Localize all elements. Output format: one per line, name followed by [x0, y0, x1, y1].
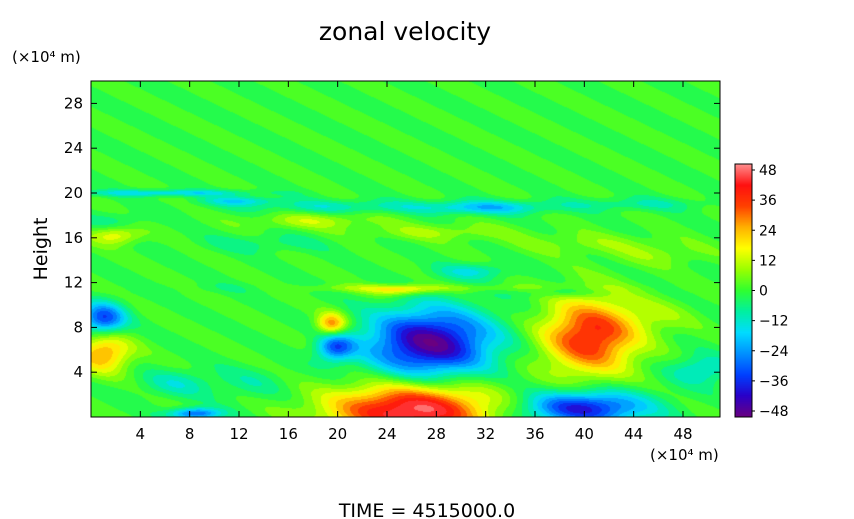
x-tick-label: 36 — [525, 425, 544, 443]
y-tick-label: 16 — [64, 229, 83, 247]
colorbar-gradient — [735, 164, 752, 417]
x-tick-label: 32 — [476, 425, 495, 443]
colorbar-tick-label: −24 — [759, 344, 789, 360]
y-unit-label: (×10⁴ m) — [12, 48, 81, 66]
plot-frame — [90, 80, 721, 418]
y-tick-label: 20 — [64, 184, 83, 202]
x-unit-label: (×10⁴ m) — [650, 446, 719, 464]
plot-area — [90, 80, 721, 418]
colorbar-tick-label: −12 — [759, 314, 789, 330]
heatmap-field — [91, 81, 720, 417]
colorbar-tick-label: −48 — [759, 404, 789, 420]
y-tick-label: 28 — [64, 94, 83, 112]
time-label: TIME = 4515000.0 — [338, 500, 515, 519]
x-tick-label: 4 — [136, 425, 146, 443]
x-tick-label: 16 — [279, 425, 298, 443]
x-tick-label: 12 — [229, 425, 248, 443]
colorbar-tick-label: −36 — [759, 374, 789, 390]
y-tick-label: 8 — [73, 318, 83, 336]
y-axis: 4 8 12 16 20 24 28 — [64, 94, 720, 381]
x-tick-label: 40 — [575, 425, 594, 443]
colorbar-tick-label: 36 — [759, 193, 777, 209]
x-axis: 4 8 12 16 20 24 28 32 36 40 44 48 — [136, 81, 693, 443]
colorbar-tick-label: 0 — [759, 284, 768, 300]
colorbar-tick-label: 12 — [759, 253, 777, 269]
y-tick-label: 24 — [64, 139, 83, 157]
x-tick-label: 28 — [427, 425, 446, 443]
colorbar-tick-label: 24 — [759, 223, 777, 239]
x-tick-label: 48 — [673, 425, 692, 443]
x-tick-label: 24 — [377, 425, 396, 443]
y-tick-label: 4 — [73, 363, 83, 381]
x-tick-label: 44 — [624, 425, 643, 443]
colorbar-tick-label: 48 — [759, 163, 777, 179]
x-tick-label: 20 — [328, 425, 347, 443]
colorbar-ticks: 48 36 24 12 0 −12 −24 −36 −48 — [752, 163, 789, 420]
chart-title: zonal velocity — [319, 17, 491, 46]
y-tick-label: 12 — [64, 274, 83, 292]
x-tick-label: 8 — [185, 425, 195, 443]
y-axis-label: Height — [30, 218, 52, 281]
colorbar: 48 36 24 12 0 −12 −24 −36 −48 — [734, 163, 789, 420]
